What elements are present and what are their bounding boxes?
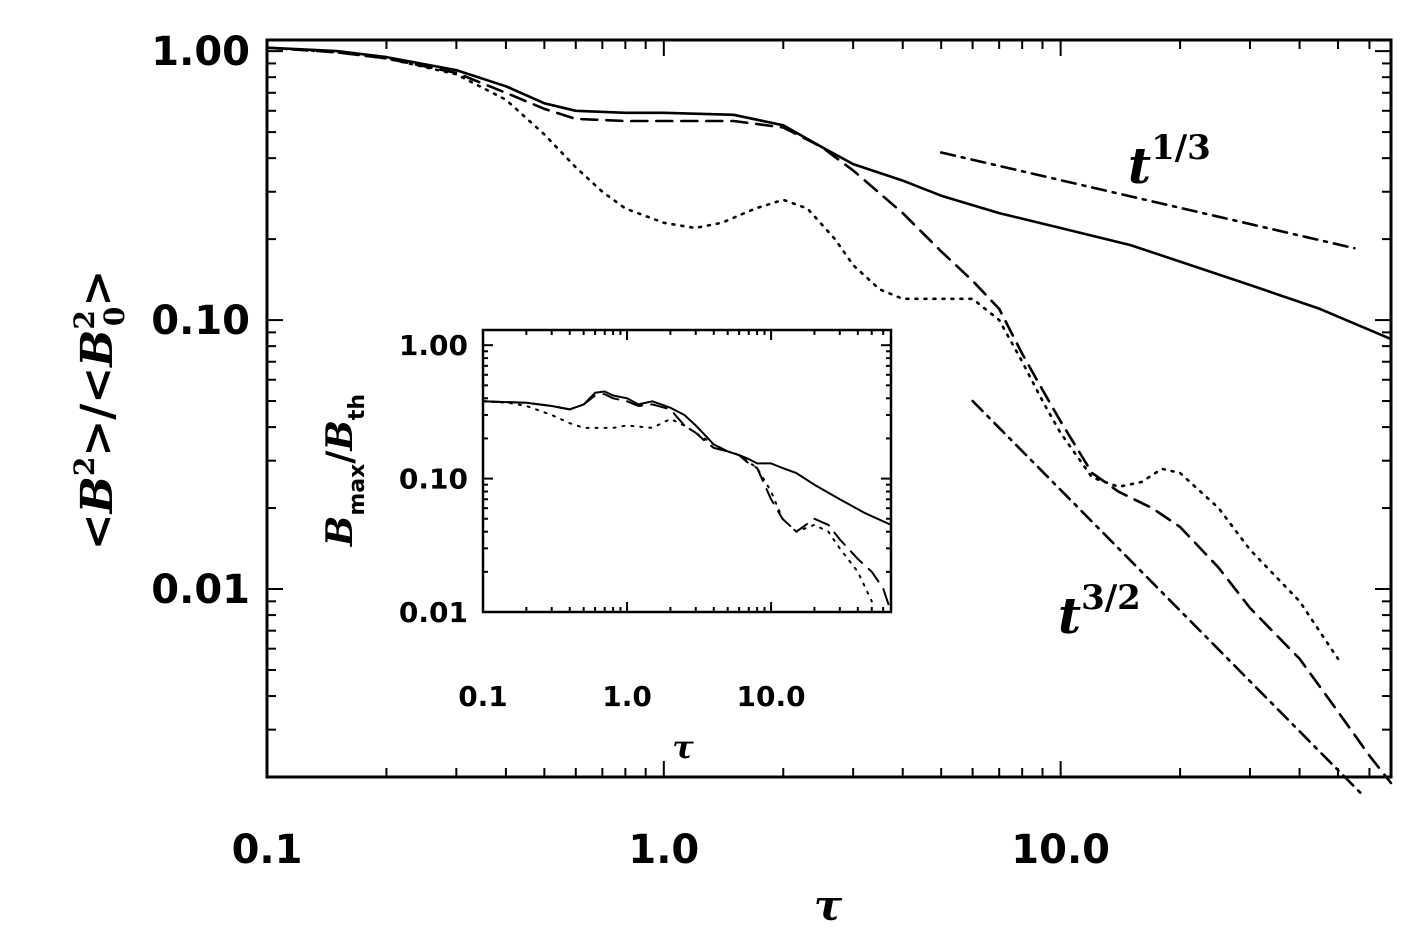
main-series-fit-t-1/3 [939, 151, 1356, 250]
main-tick-labels: 0.1 1.0 10.0 1.00 0.10 0.01 [151, 29, 1110, 873]
main-y-tick-label: 0.01 [151, 567, 250, 613]
symbol-B: B [72, 476, 123, 515]
main-y-axis-title-text: <B2>/<B20> [68, 270, 131, 550]
inset-tick-labels: 0.1 1.0 10.0 1.00 0.10 0.01 [399, 329, 806, 713]
symbol-B0: B [72, 330, 123, 369]
main-series-solid [265, 46, 1393, 341]
annotation-t-3-2: t3/2 [1058, 578, 1141, 645]
angle-open: < [72, 513, 123, 550]
angle-close: > [72, 420, 123, 457]
inset-x-tick-label: 1.0 [602, 680, 652, 713]
symbol-B-max: B [319, 516, 361, 547]
inset-y-axis-title-text: Bmax/Bth [319, 394, 370, 547]
inset-y-tick-label: 0.10 [399, 462, 468, 495]
main-series-fit-t-3/2 [971, 399, 1365, 798]
inset-background [483, 330, 891, 612]
inset-series-dotted [482, 400, 873, 603]
main-ticks [266, 40, 1391, 778]
inset-ticks [482, 330, 891, 613]
inset-series [482, 390, 892, 613]
angle-close-2: > [72, 270, 123, 307]
annotation-t-1-3: t1/3 [1128, 128, 1211, 195]
main-plot-frame [265, 38, 1393, 779]
inset-plot-frame [481, 328, 893, 614]
sub-th: th [345, 394, 370, 420]
inset-y-tick-label: 1.00 [399, 329, 468, 362]
main-series [265, 46, 1393, 798]
sub-0: 0 [98, 307, 131, 326]
sub-max: max [345, 464, 370, 516]
inset-y-axis-title: Bmax/Bth [319, 394, 370, 547]
main-x-tick-label: 10.0 [1011, 827, 1110, 873]
main-x-axis-title: τ [814, 881, 843, 930]
sup-2b: 2 [68, 310, 101, 329]
inset-slash: / [319, 450, 361, 464]
angle-open-2: < [72, 367, 123, 404]
inset-x-tick-label: 0.1 [458, 680, 508, 713]
main-x-tick-label: 1.0 [628, 827, 699, 873]
main-series-dashed [265, 46, 1393, 785]
sup-2: 2 [68, 457, 101, 476]
main-y-tick-label: 0.10 [151, 298, 250, 344]
main-x-tick-label: 0.1 [232, 827, 303, 873]
inset-x-tick-label: 10.0 [737, 680, 806, 713]
inset-y-tick-label: 0.01 [399, 596, 468, 629]
main-y-tick-label: 1.00 [151, 29, 250, 75]
slash: / [72, 403, 123, 420]
inset-series-dashed [482, 393, 892, 613]
inset-x-axis-title: τ [672, 728, 694, 766]
symbol-B-th: B [319, 420, 361, 451]
main-y-axis-title: <B2>/<B20> [68, 270, 131, 550]
